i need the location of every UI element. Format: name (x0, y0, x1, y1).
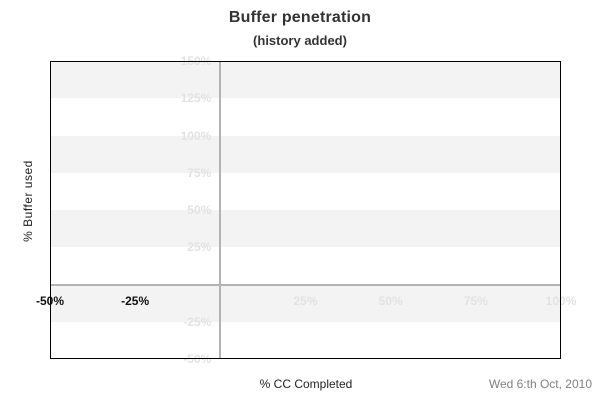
y-tick-label: 150% (180, 54, 212, 68)
x-tick-label: 75% (463, 293, 488, 308)
y-tick-label: -25% (183, 314, 212, 329)
chart-date: Wed 6:th Oct, 2010 (488, 377, 592, 391)
x-tick-label: -50% (35, 293, 64, 308)
x-tick-label: -25% (121, 293, 150, 308)
x-zero-gridline (219, 61, 222, 359)
y-zero-gridline (50, 283, 561, 286)
chart-title: Buffer penetration (228, 9, 372, 26)
y-tick-label: 75% (187, 165, 212, 180)
plot-band (50, 210, 561, 248)
x-tick-label: 25% (293, 293, 318, 308)
y-tick-label: -50% (183, 352, 212, 366)
y-tick-label: 50% (187, 203, 212, 217)
x-tick-label: 50% (378, 293, 403, 308)
plot-area: 150% 125% 100% 75% 50% 25% -25% -50% -50% -25% 25%… (36, 54, 576, 366)
plot-band (50, 284, 561, 322)
plot-band (50, 61, 561, 99)
x-axis-title: % CC Completed (259, 377, 353, 391)
y-tick-label: 25% (187, 240, 212, 255)
plot-band (50, 135, 561, 173)
y-tick-label: 100% (180, 128, 212, 143)
chart-subtitle: (history added) (253, 33, 347, 48)
y-tick-label: 125% (180, 91, 212, 106)
y-axis-title: % Buffer used (21, 160, 35, 242)
x-tick-label: 100% (545, 293, 577, 308)
